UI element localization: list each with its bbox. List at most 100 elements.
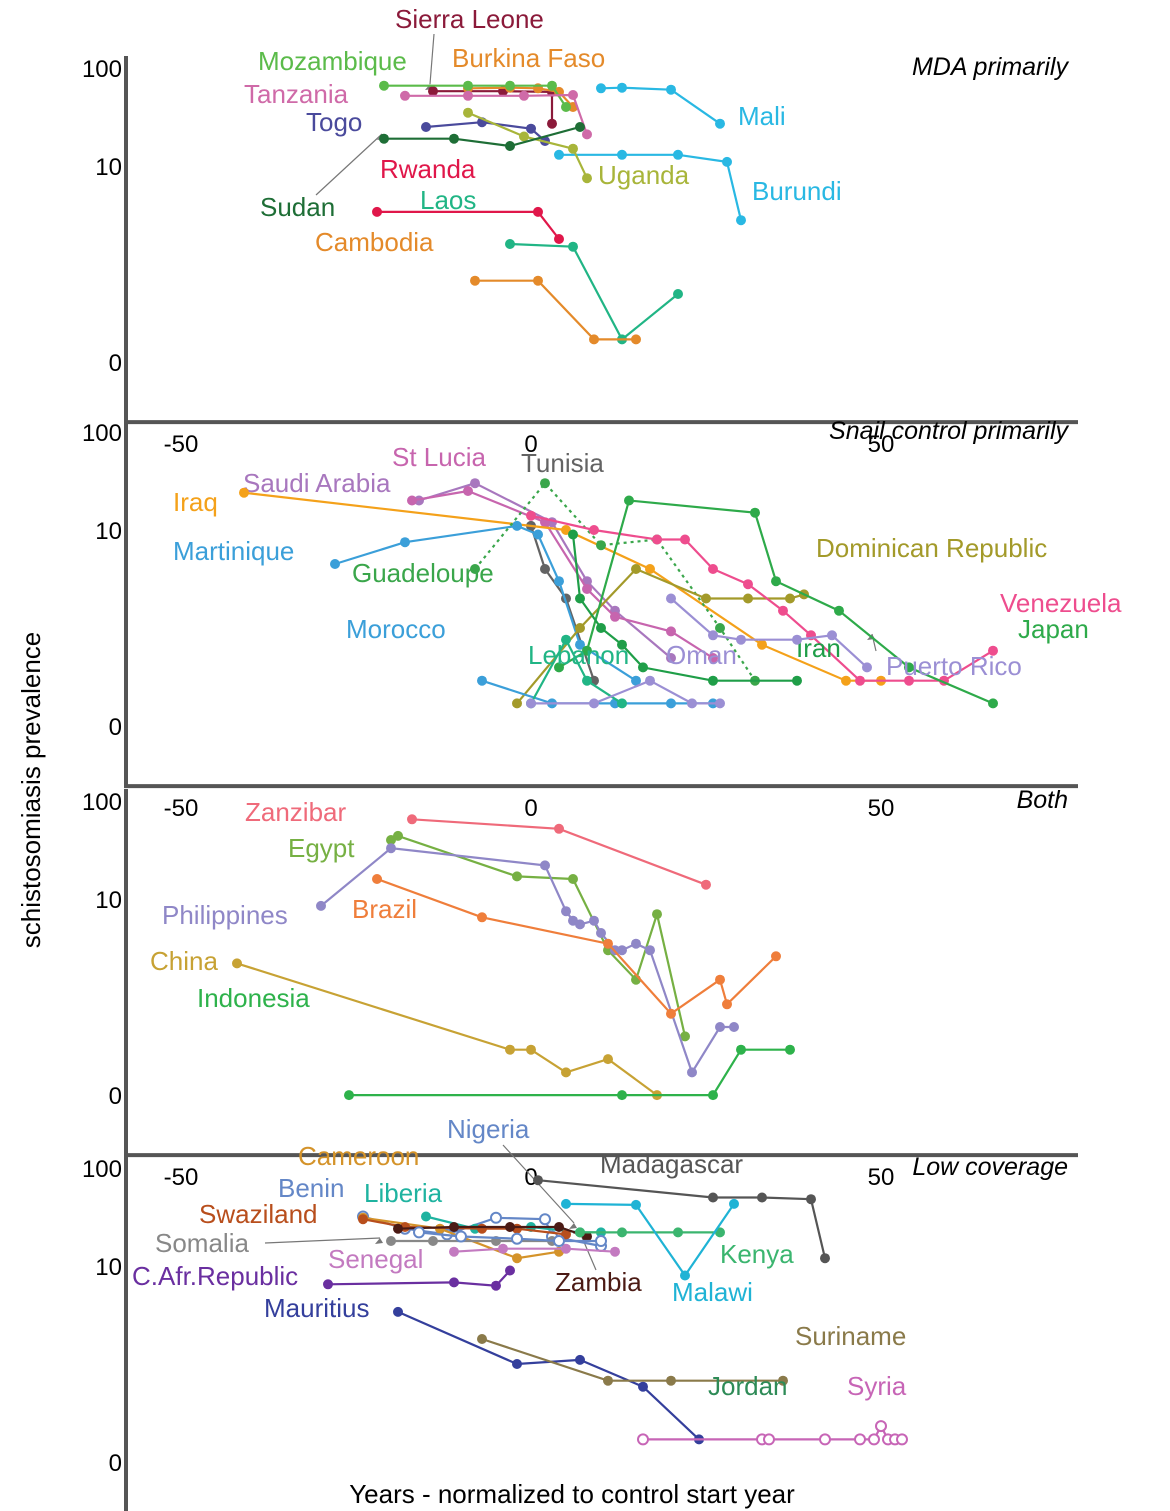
data-point (428, 86, 438, 97)
data-point (547, 118, 557, 129)
data-point (631, 938, 641, 949)
series-label: Guadeloupe (352, 558, 494, 588)
data-point (792, 675, 802, 686)
series-syria: Syria (637, 1371, 908, 1446)
data-point (603, 938, 613, 949)
data-point (715, 118, 725, 129)
data-point (512, 871, 522, 882)
data-point (596, 928, 606, 938)
data-point (596, 540, 606, 551)
data-point (666, 626, 676, 637)
data-point (750, 507, 760, 518)
x-tick-label: 50 (868, 431, 895, 458)
data-point (701, 593, 711, 604)
series-label: Suriname (795, 1321, 906, 1351)
series-oman: Oman (526, 640, 737, 709)
series-label: Saudi Arabia (243, 468, 391, 498)
data-point (232, 958, 242, 969)
x-tick-label: 0 (524, 431, 537, 458)
data-point (715, 974, 725, 985)
panel-title: Low coverage (912, 1153, 1068, 1181)
data-point (393, 830, 403, 841)
data-point (568, 143, 578, 154)
data-point (596, 83, 606, 94)
series-mauritius: Mauritius (264, 1293, 704, 1445)
series-label: Uganda (598, 160, 690, 190)
axis-frame (124, 789, 1078, 1158)
panel-title: Snail control primarily (829, 417, 1069, 445)
pointer-line (315, 133, 383, 196)
data-point (477, 912, 487, 923)
series-line (453, 1247, 616, 1253)
series-laos: Laos (420, 185, 683, 345)
axis-frame (124, 420, 1078, 789)
data-point (596, 623, 606, 633)
series-label: China (150, 946, 218, 976)
series-burkina-faso: Burkina Faso (452, 43, 605, 112)
series-label: St Lucia (392, 442, 486, 472)
y-tick-label: 0 (109, 350, 122, 377)
data-point (344, 1090, 354, 1101)
series-label: Morocco (346, 614, 446, 644)
data-point (526, 698, 536, 709)
data-point (638, 1381, 648, 1392)
data-point (645, 675, 655, 686)
series-label: Sudan (260, 192, 335, 222)
data-point (449, 1277, 459, 1288)
series-label: Oman (666, 640, 737, 670)
data-point (680, 1031, 690, 1042)
series-saudi-arabia: Saudi Arabia (243, 468, 676, 663)
data-point (701, 879, 711, 890)
x-tick-label: -50 (164, 795, 199, 822)
series-label: Sierra Leone (395, 4, 544, 34)
series-line (565, 1202, 735, 1278)
data-point (666, 653, 676, 663)
series-egypt: Egypt (288, 830, 690, 1042)
series-label: Lebanon (528, 640, 629, 670)
data-point (624, 495, 634, 506)
data-point (673, 149, 683, 160)
series-line (376, 877, 777, 1016)
series-tanzania: Tanzania (244, 79, 592, 140)
data-point (743, 579, 753, 590)
data-point (771, 576, 781, 587)
data-point (736, 1044, 746, 1055)
data-point (617, 82, 627, 93)
data-point (407, 814, 417, 825)
data-point (568, 529, 578, 540)
series-label: Madagascar (600, 1149, 743, 1179)
y-tick-label: 0 (109, 1450, 122, 1477)
series-label: Egypt (288, 833, 355, 863)
data-point (638, 662, 648, 673)
series-philippines: Philippines (162, 843, 739, 1078)
series-malawi: Malawi (561, 1198, 753, 1307)
series-label: Togo (306, 107, 362, 137)
series-jordan: Jordan (708, 1371, 788, 1445)
series-senegal: Senegal (328, 1243, 620, 1274)
data-point (512, 1359, 522, 1369)
panel-title: Both (1017, 786, 1068, 814)
series-line (467, 111, 588, 179)
data-point (785, 1044, 795, 1055)
data-point (386, 843, 396, 854)
data-point (603, 1375, 613, 1386)
data-point (379, 133, 389, 144)
series-cameroon: Cameroon (298, 1141, 564, 1264)
y-tick-label: 10 (95, 154, 122, 181)
data-point (554, 234, 564, 244)
data-point (666, 698, 676, 709)
data-point (763, 1433, 775, 1446)
series-line (425, 121, 546, 142)
series-venezuela: Venezuela (526, 510, 1122, 686)
data-point (554, 823, 564, 834)
data-point (589, 525, 599, 535)
data-point (778, 1375, 788, 1386)
series-mozambique: Mozambique (258, 46, 571, 112)
series-label: Nigeria (447, 1114, 530, 1144)
data-point (239, 487, 249, 498)
data-point (568, 90, 578, 100)
series-st-lucia: St Lucia (392, 442, 718, 663)
data-point (743, 593, 753, 604)
y-tick-label: 0 (109, 1083, 122, 1110)
